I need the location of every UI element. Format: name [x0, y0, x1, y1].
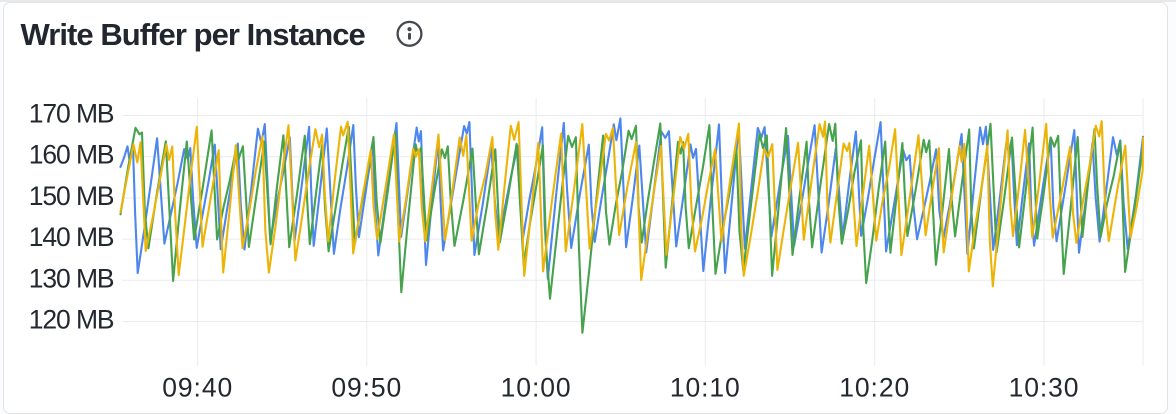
svg-text:130 MB: 130 MB [29, 263, 114, 293]
svg-text:10:00: 10:00 [501, 373, 572, 403]
svg-text:170 MB: 170 MB [29, 99, 114, 129]
svg-text:09:40: 09:40 [162, 373, 233, 403]
svg-text:140 MB: 140 MB [29, 222, 114, 252]
svg-text:120 MB: 120 MB [29, 305, 114, 335]
svg-text:10:30: 10:30 [1009, 373, 1080, 403]
svg-text:160 MB: 160 MB [29, 140, 114, 170]
svg-text:10:20: 10:20 [839, 373, 910, 403]
svg-text:09:50: 09:50 [331, 373, 402, 403]
svg-text:150 MB: 150 MB [29, 181, 114, 211]
svg-text:10:10: 10:10 [670, 373, 741, 403]
